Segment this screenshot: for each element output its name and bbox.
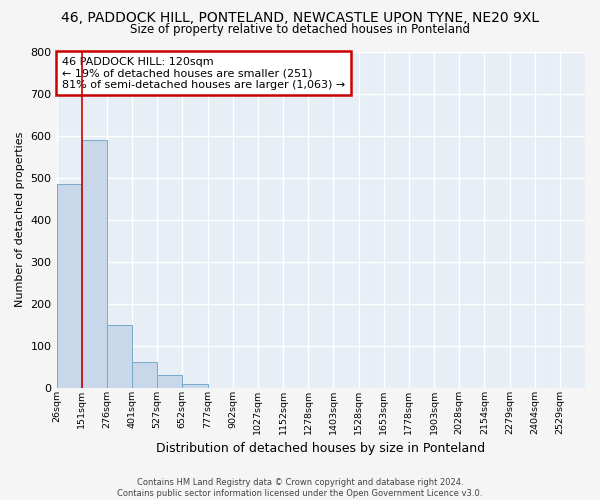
Bar xyxy=(56,184,82,388)
Bar xyxy=(157,376,182,388)
Bar xyxy=(132,362,157,388)
Text: 46, PADDOCK HILL, PONTELAND, NEWCASTLE UPON TYNE, NE20 9XL: 46, PADDOCK HILL, PONTELAND, NEWCASTLE U… xyxy=(61,12,539,26)
Bar xyxy=(107,325,132,388)
Bar xyxy=(182,384,208,388)
Text: 46 PADDOCK HILL: 120sqm
← 19% of detached houses are smaller (251)
81% of semi-d: 46 PADDOCK HILL: 120sqm ← 19% of detache… xyxy=(62,56,345,90)
Text: Size of property relative to detached houses in Ponteland: Size of property relative to detached ho… xyxy=(130,22,470,36)
Bar xyxy=(82,140,107,388)
Y-axis label: Number of detached properties: Number of detached properties xyxy=(15,132,25,308)
Text: Contains HM Land Registry data © Crown copyright and database right 2024.
Contai: Contains HM Land Registry data © Crown c… xyxy=(118,478,482,498)
X-axis label: Distribution of detached houses by size in Ponteland: Distribution of detached houses by size … xyxy=(156,442,485,455)
